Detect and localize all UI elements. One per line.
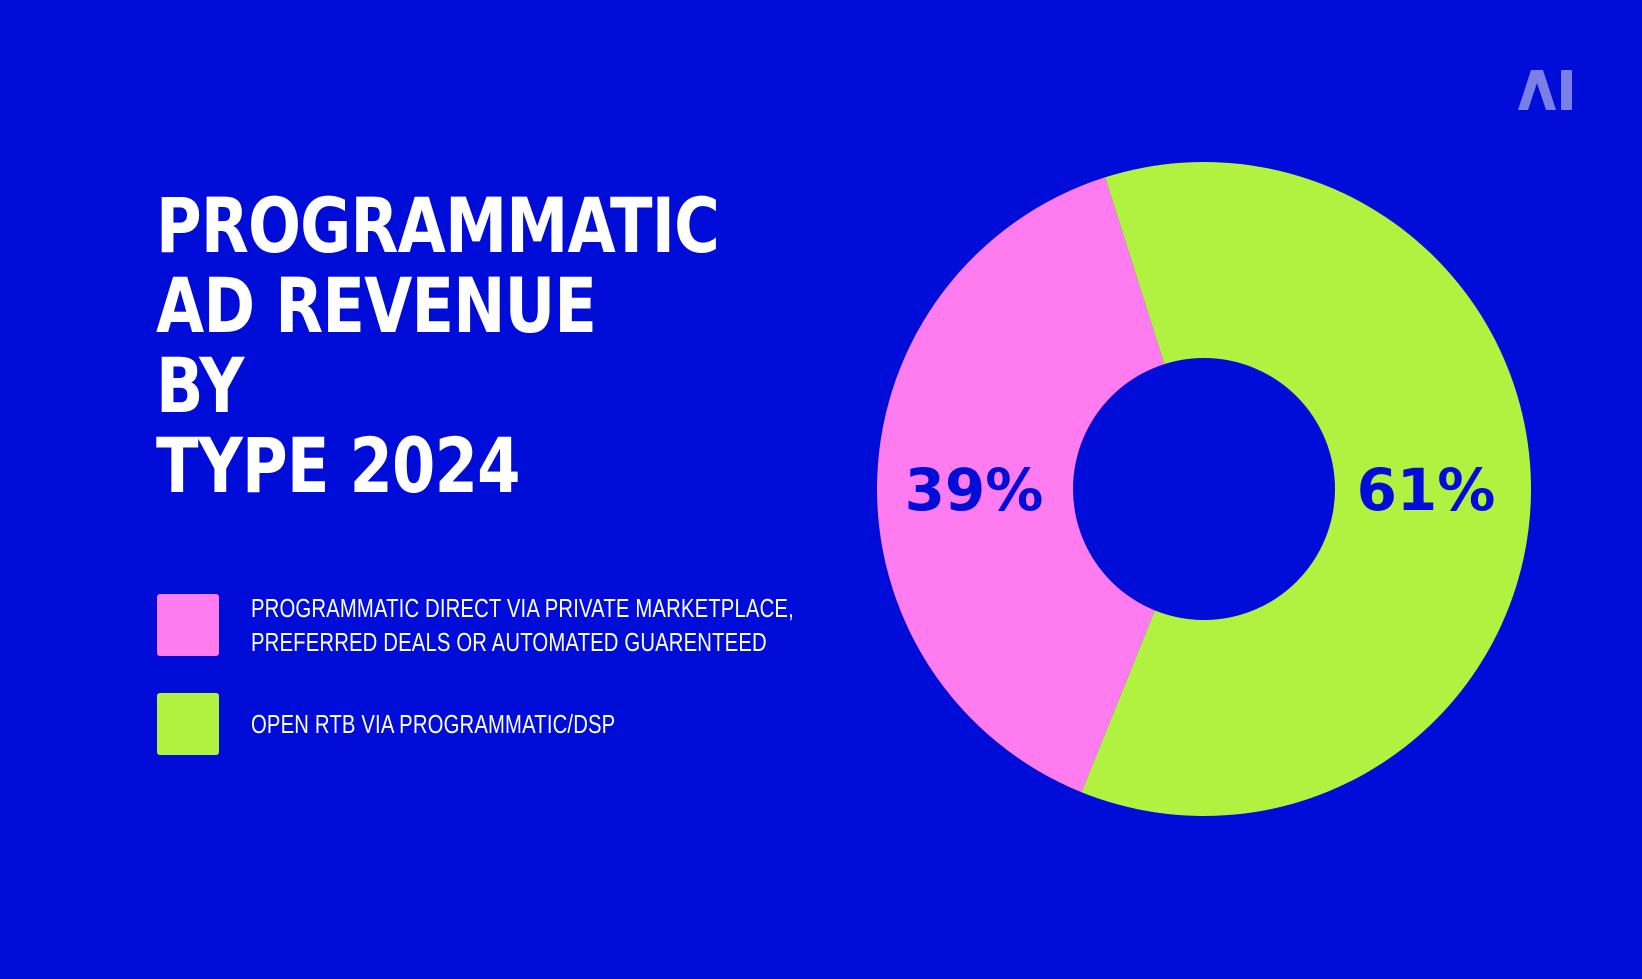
legend-swatch-green	[157, 693, 219, 755]
legend-item-open-rtb: OPEN RTB VIA PROGRAMMATIC/DSP	[157, 693, 615, 755]
legend-item-programmatic-direct: PROGRAMMATIC DIRECT VIA PRIVATE MARKETPL…	[157, 593, 794, 657]
legend-label: PROGRAMMATIC DIRECT VIA PRIVATE MARKETPL…	[251, 593, 794, 657]
legend-swatch-pink	[157, 594, 219, 656]
legend-label: OPEN RTB VIA PROGRAMMATIC/DSP	[251, 709, 616, 739]
title-line-2: AD REVENUE BY	[156, 261, 597, 430]
donut-slice-programmatic-direct	[877, 177, 1204, 793]
data-label-39: 39%	[905, 456, 1044, 524]
donut-hole	[1073, 358, 1335, 620]
ai-logo-icon	[1518, 70, 1572, 110]
data-label-61: 61%	[1357, 456, 1496, 524]
title-line-1: PROGRAMMATIC	[156, 181, 720, 270]
title-line-3: TYPE 2024	[156, 421, 520, 510]
chart-title: PROGRAMMATIC AD REVENUE BY TYPE 2024	[156, 181, 720, 510]
